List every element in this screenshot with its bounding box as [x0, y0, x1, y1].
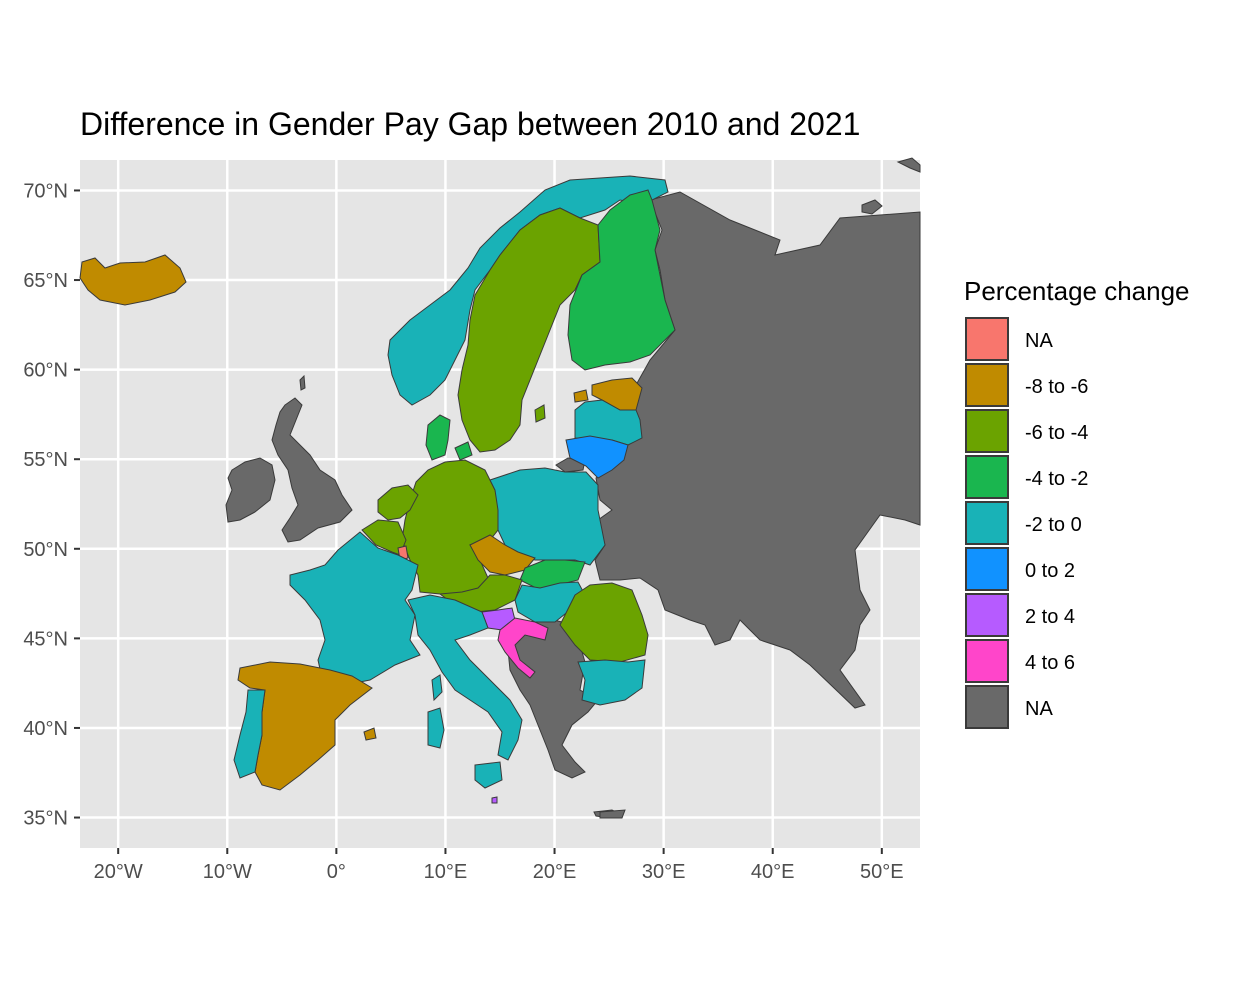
country-slovakia	[519, 559, 586, 591]
country-france	[289, 531, 421, 686]
country-czechia	[469, 534, 536, 576]
x-tick-label: 30°E	[642, 861, 686, 883]
x-tick-label: 20°E	[533, 861, 577, 883]
legend-swatch	[965, 501, 1009, 545]
island-saaremaa	[573, 389, 589, 403]
country-iceland	[79, 254, 187, 306]
country-romania	[559, 582, 649, 663]
island-mallorca	[363, 727, 377, 741]
country-croatia	[497, 617, 549, 679]
y-tick-label: 70°N	[23, 180, 68, 202]
legend-title: Percentage change	[964, 276, 1190, 306]
legend-swatch	[965, 409, 1009, 453]
legend-swatch	[965, 685, 1009, 729]
legend-label: NA	[1025, 330, 1053, 352]
country-finland	[567, 189, 676, 371]
y-tick-label: 45°N	[23, 628, 68, 650]
legend-swatch	[965, 547, 1009, 591]
legend-swatch	[965, 363, 1009, 407]
x-tick-label: 0°	[327, 861, 346, 883]
legend-label: 0 to 2	[1025, 560, 1075, 582]
country-ireland	[225, 457, 276, 523]
countries-layer	[79, 157, 921, 819]
legend-label: 2 to 4	[1025, 606, 1075, 628]
x-tick-label: 10°W	[203, 861, 252, 883]
island-kolguev	[861, 199, 883, 215]
y-tick-label: 60°N	[23, 360, 68, 382]
legend-swatch	[965, 455, 1009, 499]
legend-label: 4 to 6	[1025, 652, 1075, 674]
y-tick-label: 65°N	[23, 270, 68, 292]
legend-swatch	[965, 639, 1009, 683]
island-novaya-zemlya	[896, 157, 921, 173]
x-tick-label: 40°E	[751, 861, 795, 883]
legend-label: -2 to 0	[1025, 514, 1082, 536]
legend-label: -4 to -2	[1025, 468, 1088, 490]
x-tick-label: 10°E	[424, 861, 468, 883]
country-denmark	[425, 414, 451, 461]
island-sicily	[474, 761, 503, 789]
island-crete	[599, 809, 626, 819]
country-netherlands	[377, 484, 419, 521]
legend-swatch	[965, 317, 1009, 361]
y-tick-label: 55°N	[23, 449, 68, 471]
x-tick-label: 50°E	[860, 861, 904, 883]
country-italy	[407, 594, 523, 761]
country-malta	[491, 796, 498, 804]
legend-label: NA	[1025, 698, 1053, 720]
legend-label: -6 to -4	[1025, 422, 1088, 444]
legend: Percentage change NA -8 to -6 -6 to -4 -4 to…	[964, 276, 1190, 729]
country-lithuania	[565, 435, 629, 479]
country-bulgaria	[577, 659, 646, 706]
island-shetland	[299, 374, 306, 391]
island-zealand	[454, 441, 473, 461]
island-gotland	[534, 404, 546, 423]
island-sardinia	[427, 707, 445, 749]
island-corsica	[431, 674, 443, 702]
x-tick-label: 20°W	[94, 861, 143, 883]
y-tick-label: 40°N	[23, 718, 68, 740]
legend-swatch	[965, 593, 1009, 637]
legend-label: -8 to -6	[1025, 376, 1088, 398]
y-tick-label: 50°N	[23, 539, 68, 561]
y-tick-label: 35°N	[23, 808, 68, 830]
axes: 20°W 10°W 0° 10°E 20°E 30°E 40°E 50°E 35°N 40°N 45…	[23, 180, 903, 883]
country-norway	[387, 175, 669, 406]
country-uk	[271, 397, 353, 543]
country-portugal	[233, 689, 266, 779]
chart-title: Difference in Gender Pay Gap between 201…	[80, 106, 861, 142]
